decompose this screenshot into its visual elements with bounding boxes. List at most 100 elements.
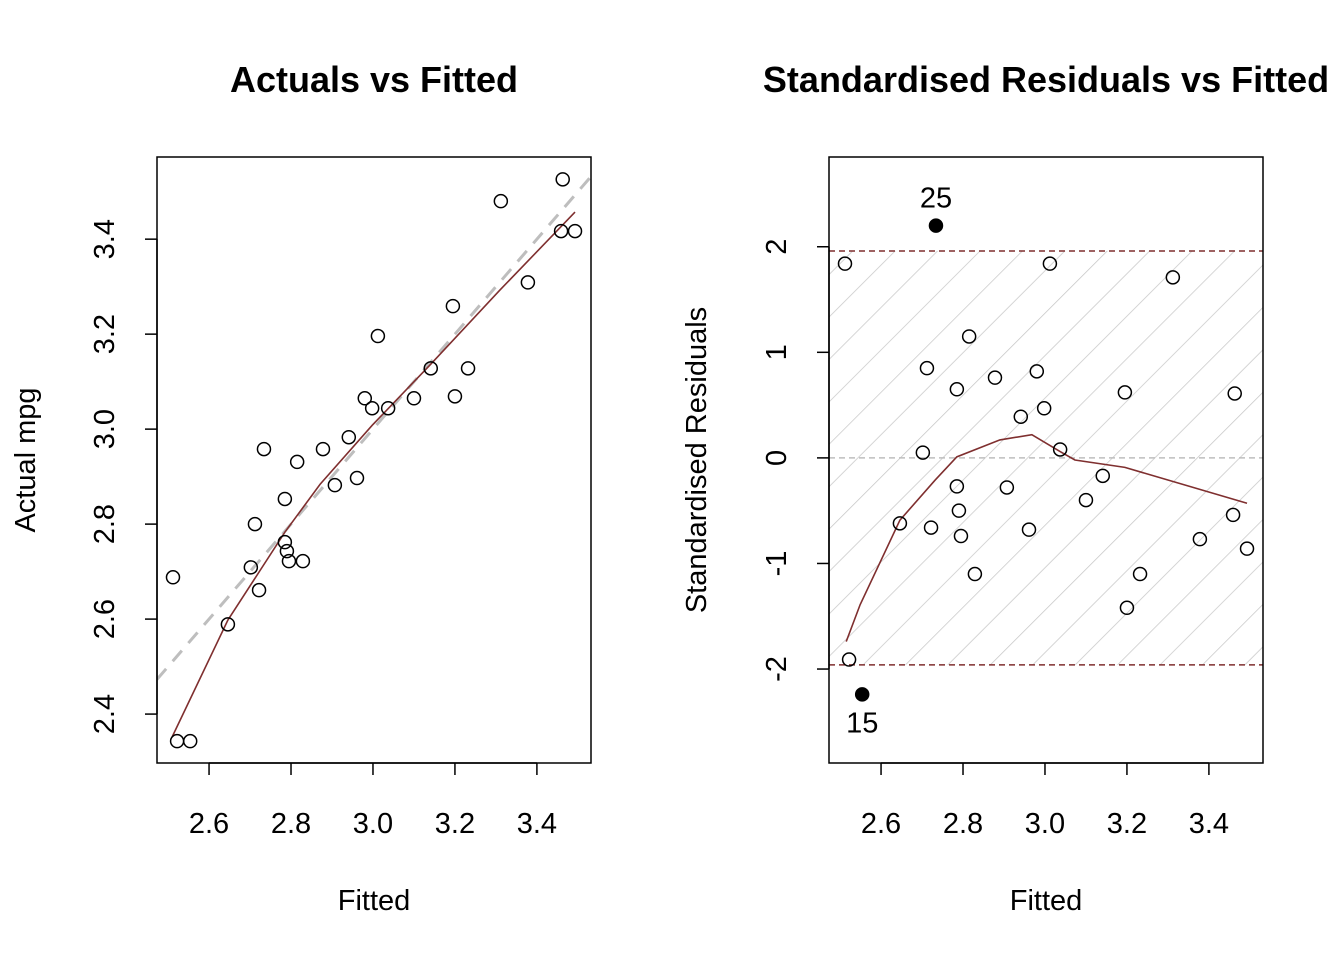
x-tick-label: 2.6 — [861, 808, 901, 840]
data-point — [289, 454, 305, 470]
data-point — [445, 298, 461, 314]
x-tick-label: 3.0 — [353, 808, 393, 840]
data-point — [341, 429, 357, 445]
data-point — [999, 480, 1015, 495]
data-point — [520, 275, 536, 290]
x-tick-label: 3.0 — [1025, 808, 1065, 840]
data-point — [182, 733, 198, 749]
plot-area — [829, 250, 1263, 666]
y-tick-label: 2.8 — [89, 504, 121, 544]
y-tick-label: 2 — [761, 239, 793, 255]
data-point — [279, 543, 295, 559]
data-point — [1078, 492, 1094, 508]
data-point — [165, 570, 181, 585]
data-point — [841, 652, 857, 667]
data-point — [1165, 270, 1181, 285]
data-point — [1117, 385, 1133, 400]
left-chart-title: Actuals vs Fitted — [230, 59, 518, 100]
data-point — [1132, 566, 1148, 582]
identity-reference-line — [157, 175, 591, 681]
x-tick-label: 3.4 — [517, 808, 557, 840]
right-y-axis-label: Standardised Residuals — [681, 307, 713, 613]
plot-frame — [156, 156, 592, 764]
data-point — [220, 617, 236, 632]
data-point — [277, 491, 293, 507]
data-point — [567, 223, 583, 239]
y-tick-label: 2.4 — [89, 694, 121, 734]
data-point — [837, 256, 853, 271]
data-point — [919, 360, 935, 376]
data-point — [256, 441, 272, 457]
data-point — [493, 193, 509, 209]
right-chart-title: Standardised Residuals vs Fitted — [763, 59, 1329, 100]
data-point — [1013, 409, 1029, 424]
data-point — [247, 516, 263, 532]
data-point — [364, 400, 380, 416]
data-point — [923, 520, 939, 535]
data-point — [406, 391, 422, 406]
data-point — [1239, 541, 1255, 556]
data-point — [281, 553, 297, 569]
outlier-point — [928, 218, 944, 233]
data-point — [1042, 256, 1058, 271]
y-tick-label: 3.2 — [89, 314, 121, 354]
outlier-point — [854, 687, 870, 702]
data-point — [1192, 531, 1208, 547]
data-point — [1095, 468, 1111, 484]
smooth-line — [171, 211, 576, 738]
point-label: 25 — [920, 183, 952, 215]
data-point — [1029, 364, 1045, 379]
x-tick-label: 3.4 — [1189, 808, 1229, 840]
data-point — [1021, 522, 1037, 537]
y-tick-label: 1 — [761, 344, 793, 360]
plot-area — [157, 175, 591, 738]
y-tick-label: 3.4 — [89, 219, 121, 259]
data-point — [1119, 600, 1135, 616]
data-point — [295, 553, 311, 569]
data-point — [460, 361, 476, 376]
x-tick-label: 2.8 — [943, 808, 983, 840]
data-point — [1225, 507, 1241, 523]
data-point — [327, 477, 343, 493]
data-point — [555, 172, 570, 187]
data-point — [953, 528, 969, 544]
data-point — [951, 503, 967, 518]
data-point — [380, 400, 396, 416]
left-y-axis-label: Actual mpg — [10, 387, 42, 532]
data-point — [987, 370, 1003, 385]
data-point — [961, 329, 977, 344]
data-point — [357, 391, 373, 406]
data-point — [553, 223, 569, 239]
data-point — [169, 733, 185, 749]
y-tick-label: -2 — [761, 656, 793, 682]
smooth-line — [845, 433, 1248, 642]
data-point — [1036, 401, 1052, 416]
x-tick-label: 3.2 — [435, 808, 475, 840]
data-point — [251, 582, 267, 598]
x-tick-label: 2.8 — [271, 808, 311, 840]
y-tick-label: 0 — [761, 450, 793, 466]
right-plot: 15 25 2.6 2.8 3.0 3.2 3.4 -2 -1 0 1 2 — [761, 156, 1264, 840]
data-point — [949, 382, 965, 397]
data-point — [370, 328, 386, 344]
data-point — [447, 389, 463, 404]
data-point — [967, 566, 983, 582]
data-point — [1227, 386, 1242, 401]
y-tick-label: 2.6 — [89, 599, 121, 639]
left-x-axis-label: Fitted — [338, 885, 411, 917]
data-point — [915, 445, 931, 460]
left-plot: 2.6 2.8 3.0 3.2 3.4 2.4 2.6 2.8 3.0 3.2 3.4 — [89, 156, 592, 840]
x-tick-label: 2.6 — [189, 808, 229, 840]
data-point — [1052, 442, 1068, 457]
data-point — [277, 534, 293, 550]
data-point — [892, 516, 908, 531]
data-point — [349, 470, 365, 486]
data-point — [315, 441, 331, 457]
right-x-axis-label: Fitted — [1010, 885, 1083, 917]
data-point — [949, 479, 965, 494]
y-tick-label: 3.0 — [89, 409, 121, 449]
y-tick-label: -1 — [761, 551, 793, 577]
data-point — [243, 560, 259, 575]
x-tick-label: 3.2 — [1107, 808, 1147, 840]
